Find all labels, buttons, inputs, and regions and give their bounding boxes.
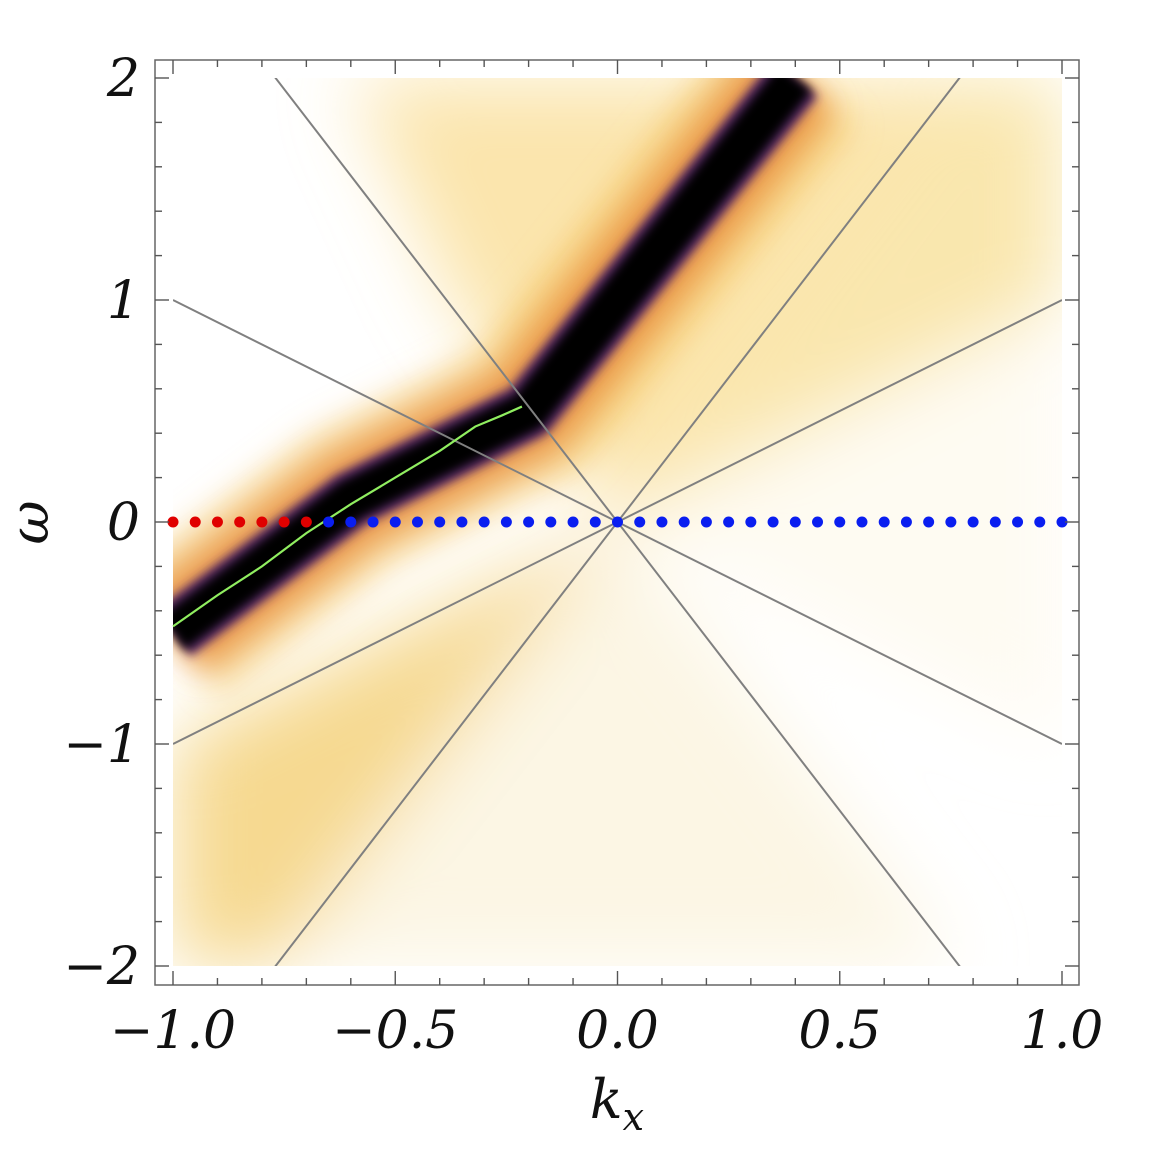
blue-dot-20: [767, 516, 779, 528]
blue-dot-30: [989, 516, 1001, 528]
x-axis-label: kx: [590, 1068, 644, 1139]
blue-dot-15: [656, 516, 668, 528]
tick-marks: [155, 60, 1079, 985]
blue-dot-11: [567, 516, 579, 528]
blue-dot-16: [678, 516, 690, 528]
blue-dot-1: [345, 516, 357, 528]
dots-layer: [167, 516, 1068, 528]
x-tick-label-1: −0.5: [332, 1001, 458, 1061]
blue-dot-13: [612, 516, 623, 528]
blue-dot-25: [878, 516, 890, 528]
y-tick-label-4: 2: [106, 49, 140, 109]
blue-dot-8: [500, 516, 512, 528]
y-axis-label: ω: [0, 500, 61, 544]
blue-dot-6: [456, 516, 468, 528]
x-tick-label-3: 0.5: [798, 1001, 881, 1061]
blue-dot-32: [1034, 516, 1046, 528]
blue-dot-26: [900, 516, 912, 528]
x-tick-label-2: 0.0: [576, 1001, 659, 1061]
blue-dot-5: [434, 516, 446, 528]
blue-dot-10: [545, 516, 557, 528]
red-dot-1: [189, 516, 201, 528]
y-tick-label-0: −2: [63, 937, 140, 997]
y-tick-label-1: −1: [63, 715, 140, 775]
blue-dot-7: [478, 516, 490, 528]
blue-dot-2: [367, 516, 379, 528]
green-curve-layer: [172, 405, 523, 628]
blue-dot-14: [634, 516, 646, 528]
blue-dot-22: [812, 516, 824, 528]
red-dot-2: [211, 516, 223, 528]
x-tick-label-4: 1.0: [1021, 1001, 1104, 1061]
blue-dot-31: [1012, 516, 1024, 528]
blue-dot-18: [723, 516, 735, 528]
y-tick-labels: −2 −1 0 1 2: [63, 49, 140, 997]
band-core: [173, 78, 812, 650]
blue-dot-29: [967, 516, 979, 528]
blue-dot-24: [856, 516, 868, 528]
x-tick-label-0: −1.0: [110, 1001, 236, 1061]
blue-dot-21: [789, 516, 801, 528]
blue-dot-28: [945, 516, 957, 528]
heatmap: [173, 78, 1062, 966]
x-tick-labels: −1.0 −0.5 0.0 0.5 1.0: [110, 1001, 1103, 1061]
red-dot-6: [300, 516, 312, 528]
red-dot-5: [278, 516, 290, 528]
blue-dot-3: [389, 516, 401, 528]
blue-dot-27: [923, 516, 935, 528]
sector-upper-right: [617, 78, 1062, 522]
y-tick-label-2: 0: [107, 493, 140, 553]
sector-lower-center: [275, 522, 960, 966]
blue-dot-4: [411, 516, 423, 528]
red-dot-4: [256, 516, 268, 528]
blue-dot-17: [700, 516, 712, 528]
red-dot-3: [234, 516, 246, 528]
blue-dot-33: [1056, 516, 1068, 528]
red-dot-0: [167, 516, 179, 528]
green-curve: [172, 405, 523, 628]
blue-dot-0: [323, 516, 335, 528]
blue-dot-19: [745, 516, 757, 528]
blue-dot-23: [834, 516, 846, 528]
sector-lower-left: [173, 522, 618, 966]
blue-dot-12: [589, 516, 601, 528]
blue-dot-9: [523, 516, 535, 528]
y-tick-label-3: 1: [107, 271, 140, 331]
